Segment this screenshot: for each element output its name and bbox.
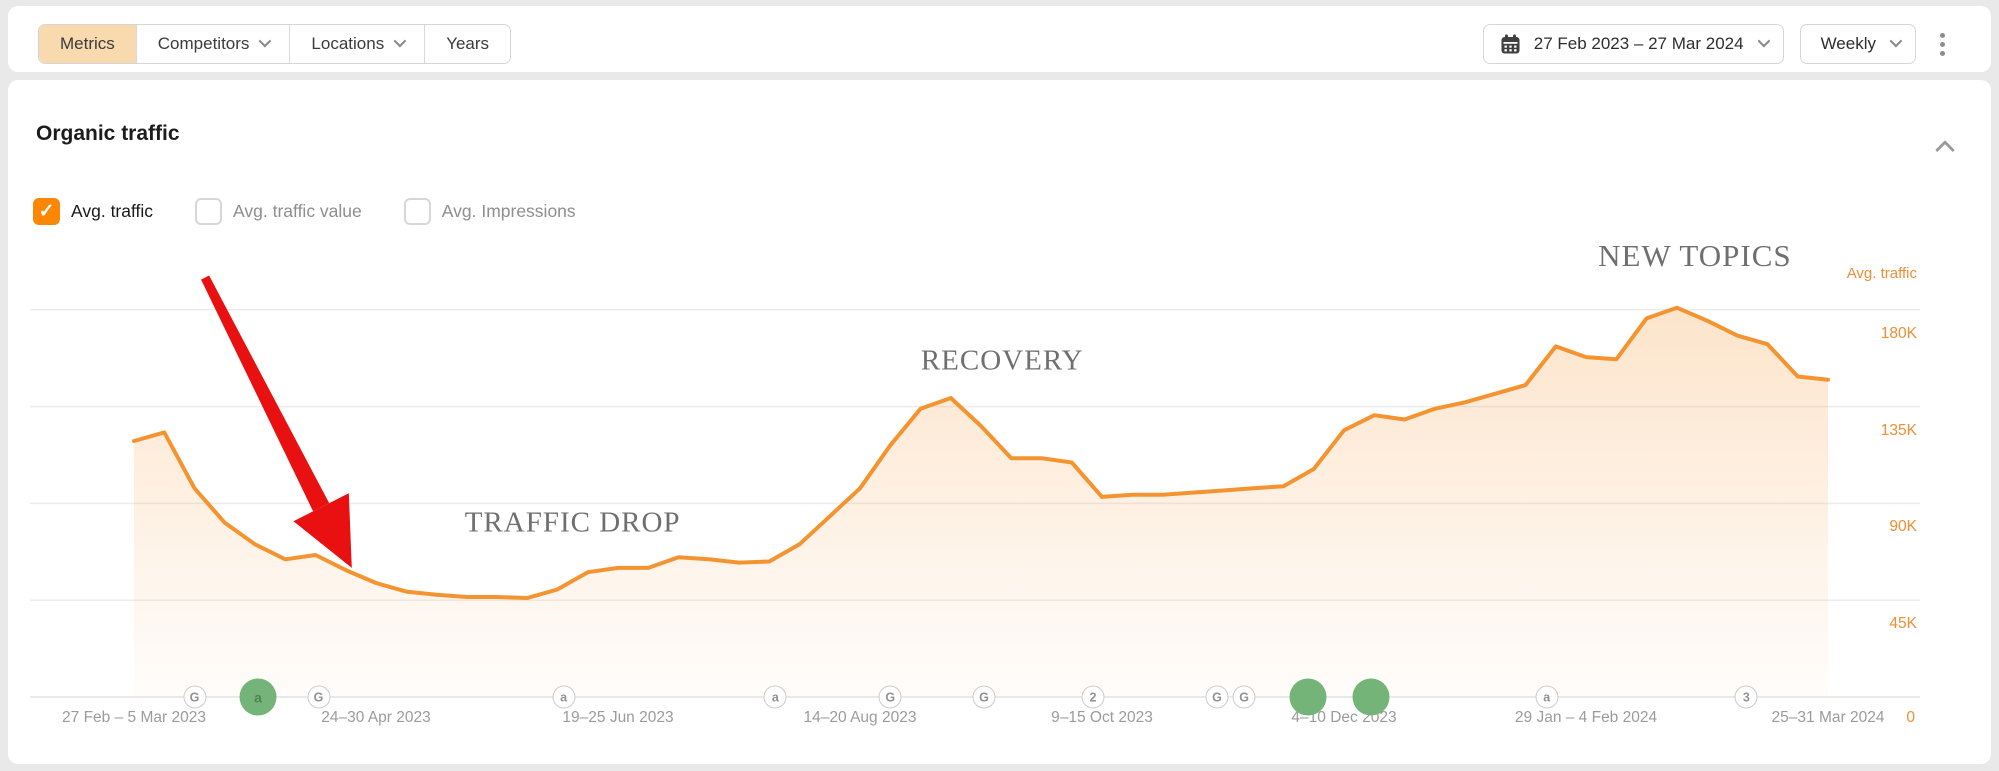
timeline-update-marker[interactable]: G [1205,685,1229,709]
chart-annotation: RECOVERY [920,344,1084,377]
granularity-value: Weekly [1820,34,1876,53]
timeline-event-marker[interactable] [1352,678,1390,716]
tab-competitors[interactable]: Competitors [136,25,291,63]
x-axis-label: 29 Jan – 4 Feb 2024 [1514,709,1658,726]
avg-traffic-line [132,305,1830,600]
y-axis-zero-label: 0 [1906,709,1915,726]
y-axis-label: 180K [1880,324,1917,342]
checkbox-avg-traffic[interactable]: ✓ Avg. traffic [33,198,153,225]
tab-years-label: Years [446,34,490,53]
x-axis-label: 25–31 Mar 2024 [1771,709,1885,726]
granularity-button[interactable]: Weekly [1799,24,1916,64]
checkbox-label: Avg. traffic value [233,201,362,221]
toolbar: Metrics Competitors Locations Years [8,6,1991,72]
date-range-button[interactable]: 27 Feb 2023 – 27 Mar 2024 [1482,24,1784,64]
tab-years[interactable]: Years [425,25,511,63]
tab-locations[interactable]: Locations [290,25,426,63]
timeline-update-marker[interactable]: a [552,685,576,709]
checkbox-label: Avg. Impressions [441,201,576,221]
y-axis-label: 45K [1889,615,1917,633]
tab-locations-label: Locations [311,34,385,53]
timeline-update-marker[interactable]: a [1535,685,1559,709]
timeline-update-marker[interactable]: G [183,685,206,709]
red-arrow-shaft [201,275,330,512]
checkbox-avg-traffic-value[interactable]: ✓ Avg. traffic value [195,198,362,225]
checkbox-icon: ✓ [195,198,223,225]
tab-competitors-label: Competitors [157,34,250,53]
x-axis-label: 27 Feb – 5 Mar 2023 [62,709,206,726]
avg-traffic-area [134,307,1828,697]
x-axis-label: 24–30 Apr 2023 [321,709,431,726]
legend-avg-traffic: Avg. traffic [1846,265,1917,282]
timeline-update-marker[interactable]: a [763,685,787,709]
tab-metrics[interactable]: Metrics [39,25,137,63]
metric-checkboxes: ✓ Avg. traffic ✓ Avg. traffic value ✓ Av… [33,198,576,225]
calendar-icon [1500,34,1521,55]
timeline-event-marker[interactable] [1289,678,1327,716]
panel-title: Organic traffic [36,122,180,145]
y-axis-label: 90K [1889,518,1917,536]
timeline-update-marker[interactable]: G [307,685,331,709]
x-axis-label: 19–25 Jun 2023 [562,709,674,726]
x-axis-label: 9–15 Oct 2023 [1051,709,1153,726]
y-axis-label: 135K [1880,421,1917,439]
toolbar-right: 27 Feb 2023 – 27 Mar 2024 Weekly [1482,24,1953,64]
checkbox-icon: ✓ [33,198,60,225]
timeline-update-marker[interactable]: G [972,685,996,709]
timeline-update-marker[interactable]: G [878,685,902,709]
timeline-update-marker[interactable]: 2 [1081,685,1105,709]
chart-annotation: NEW TOPICS [1598,238,1792,274]
timeline-update-marker[interactable]: 3 [1734,685,1758,709]
x-axis-label: 14–20 Aug 2023 [803,709,917,726]
tab-metrics-label: Metrics [60,34,115,53]
red-arrow-head [293,493,352,568]
checkbox-icon: ✓ [403,198,431,225]
chart-annotation: TRAFFIC DROP [464,506,681,539]
timeline-update-marker[interactable]: G [1232,685,1256,709]
checkbox-avg-impressions[interactable]: ✓ Avg. Impressions [403,198,576,225]
view-tabs: Metrics Competitors Locations Years [38,24,512,64]
timeline-event-marker[interactable]: a [239,678,277,716]
checkbox-label: Avg. traffic [71,201,154,221]
kebab-menu-icon[interactable] [1932,27,1953,62]
date-range-value: 27 Feb 2023 – 27 Mar 2024 [1533,34,1744,53]
